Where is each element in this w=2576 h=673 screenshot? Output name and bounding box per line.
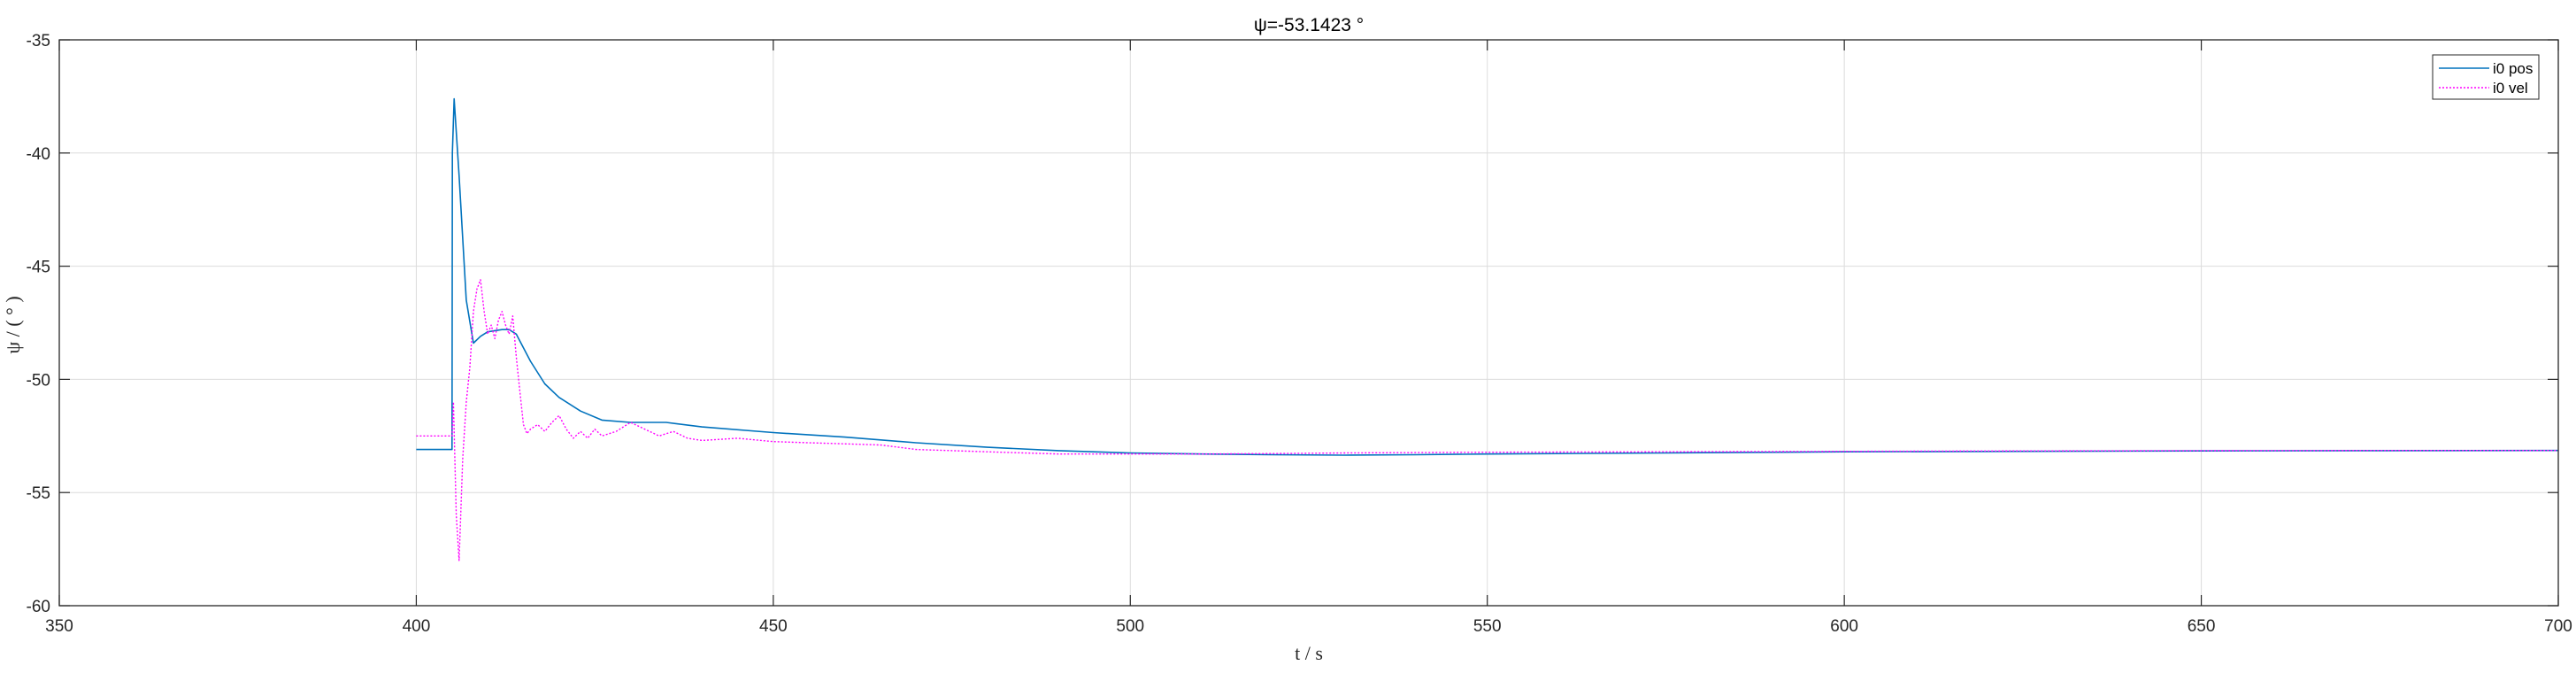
y-axis-label: ψ / ( ° ) bbox=[2, 296, 24, 353]
y-tick-label: -40 bbox=[27, 145, 50, 164]
y-tick-labels: -60 -55 -50 -45 -40 -35 bbox=[27, 32, 50, 616]
x-tick-label: 500 bbox=[1116, 617, 1144, 636]
y-tick-label: -60 bbox=[27, 598, 50, 616]
x-tick-label: 700 bbox=[2544, 617, 2572, 636]
x-tick-label: 600 bbox=[1830, 617, 1858, 636]
axis-ticks bbox=[58, 39, 2559, 607]
plot-frame bbox=[58, 39, 2559, 607]
chart-title: ψ=-53.1423 ° bbox=[1254, 15, 1364, 35]
x-tick-label: 650 bbox=[2188, 617, 2216, 636]
series-line-pos bbox=[416, 97, 2559, 456]
y-tick-label: -35 bbox=[27, 32, 50, 50]
legend-label-vel: i0 vel bbox=[2493, 80, 2528, 97]
plot-area bbox=[59, 40, 2558, 606]
legend-label-pos: i0 pos bbox=[2493, 60, 2533, 77]
x-tick-label: 550 bbox=[1473, 617, 1502, 636]
x-axis-label: t / s bbox=[1295, 642, 1323, 664]
series-line-vel bbox=[416, 279, 2558, 561]
series-layer bbox=[416, 97, 2559, 561]
x-tick-label: 400 bbox=[403, 617, 431, 636]
x-tick-label: 450 bbox=[759, 617, 788, 636]
x-tick-label: 350 bbox=[45, 617, 73, 636]
legend: i0 pos i0 vel bbox=[2432, 54, 2540, 100]
grid bbox=[59, 40, 2558, 606]
x-tick-labels: 350 400 450 500 550 600 650 700 bbox=[45, 617, 2572, 636]
y-tick-label: -55 bbox=[27, 484, 50, 503]
legend-box bbox=[2432, 54, 2540, 100]
y-tick-label: -45 bbox=[27, 259, 50, 277]
y-tick-label: -50 bbox=[27, 371, 50, 390]
